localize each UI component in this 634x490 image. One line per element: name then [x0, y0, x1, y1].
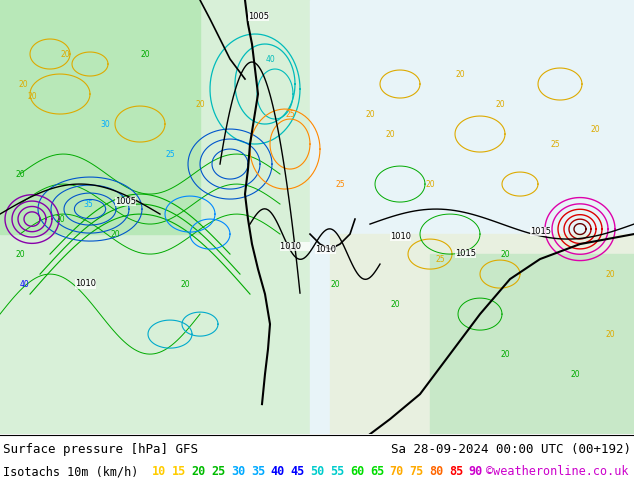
Text: 1015: 1015: [530, 227, 551, 236]
Text: 1015: 1015: [455, 249, 476, 258]
Text: 20: 20: [500, 349, 510, 359]
Text: 15: 15: [172, 465, 186, 478]
Text: Surface pressure [hPa] GFS: Surface pressure [hPa] GFS: [3, 443, 198, 456]
Bar: [330, 234, 634, 434]
Text: 20: 20: [455, 70, 465, 78]
Text: 80: 80: [429, 465, 443, 478]
Text: 25: 25: [165, 149, 175, 159]
Text: 35: 35: [83, 199, 93, 209]
Text: 20: 20: [495, 99, 505, 108]
Bar: [0, 0, 200, 234]
Text: Isotachs 10m (km/h): Isotachs 10m (km/h): [3, 465, 138, 478]
Text: 1005: 1005: [115, 197, 136, 206]
Text: 55: 55: [330, 465, 344, 478]
Text: 45: 45: [290, 465, 305, 478]
Text: 20: 20: [605, 330, 615, 339]
Text: 40: 40: [20, 280, 30, 289]
Text: 30: 30: [231, 465, 245, 478]
Text: 20: 20: [18, 79, 28, 89]
Text: 20: 20: [140, 49, 150, 58]
Text: 65: 65: [370, 465, 384, 478]
Text: 20: 20: [390, 299, 400, 309]
Text: 30: 30: [100, 120, 110, 128]
Text: ©weatheronline.co.uk: ©weatheronline.co.uk: [486, 465, 629, 478]
Text: 70: 70: [390, 465, 404, 478]
Text: 60: 60: [350, 465, 365, 478]
Text: 25: 25: [211, 465, 226, 478]
Text: 25: 25: [335, 179, 345, 189]
Text: 1010: 1010: [280, 242, 309, 251]
Text: 25: 25: [435, 255, 445, 264]
Text: 20: 20: [195, 99, 205, 108]
Text: 20: 20: [365, 110, 375, 119]
Text: 1005: 1005: [248, 12, 269, 21]
Bar: [310, 0, 634, 434]
Text: 20: 20: [60, 49, 70, 58]
Text: 40: 40: [271, 465, 285, 478]
Text: 20: 20: [425, 179, 435, 189]
Text: Sa 28-09-2024 00:00 UTC (00+192): Sa 28-09-2024 00:00 UTC (00+192): [391, 443, 631, 456]
Text: 85: 85: [449, 465, 463, 478]
Text: 20: 20: [570, 369, 580, 379]
Text: 1010: 1010: [315, 245, 336, 254]
Text: 20: 20: [110, 230, 120, 239]
Text: 35: 35: [251, 465, 265, 478]
Text: 20: 20: [605, 270, 615, 279]
Bar: [430, 254, 634, 434]
Text: 75: 75: [410, 465, 424, 478]
Text: 1010: 1010: [75, 279, 96, 288]
Text: 20: 20: [15, 249, 25, 259]
Text: 20: 20: [15, 170, 25, 178]
Text: 50: 50: [311, 465, 325, 478]
Text: 20: 20: [180, 280, 190, 289]
Text: 20: 20: [590, 124, 600, 134]
Text: 20: 20: [330, 280, 340, 289]
Text: 20: 20: [500, 249, 510, 259]
Text: 1010: 1010: [390, 232, 411, 241]
Text: 10: 10: [152, 465, 166, 478]
Text: 20: 20: [191, 465, 206, 478]
Text: 25: 25: [285, 110, 295, 119]
Text: 20: 20: [385, 129, 395, 139]
Text: 20: 20: [55, 215, 65, 223]
Text: 40: 40: [265, 54, 275, 64]
Text: 25: 25: [550, 140, 560, 148]
Text: 90: 90: [469, 465, 483, 478]
Text: 20: 20: [27, 92, 37, 100]
